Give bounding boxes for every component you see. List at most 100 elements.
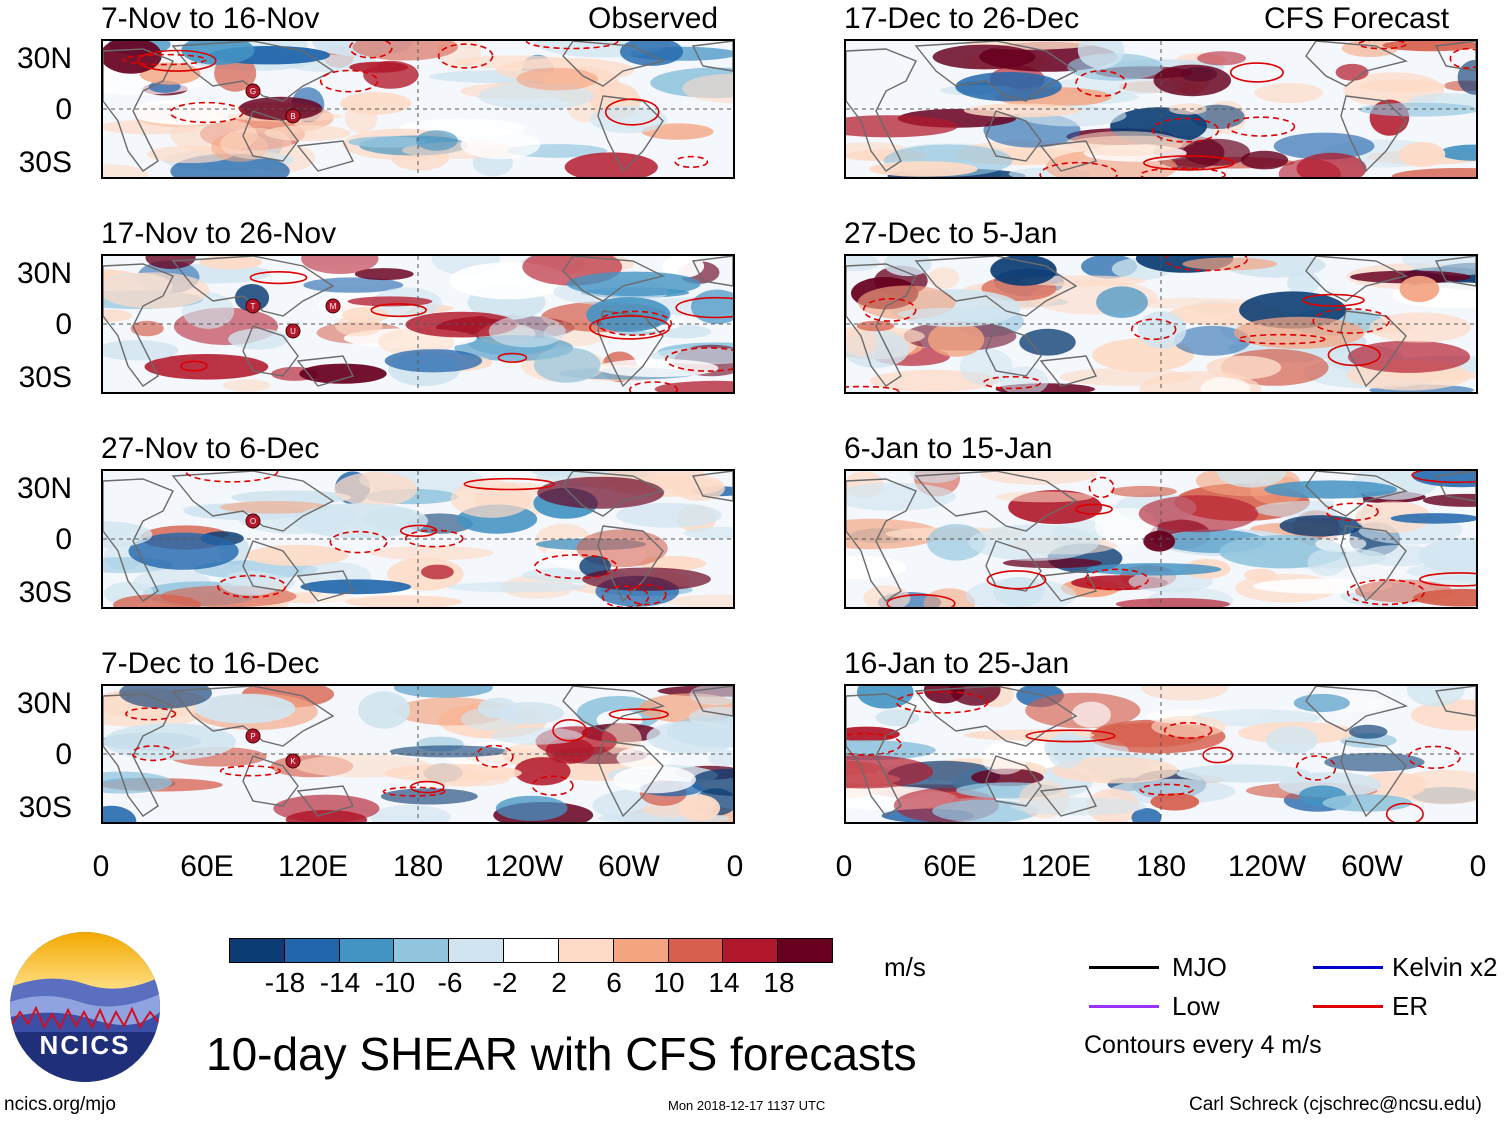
er-contour <box>665 347 733 372</box>
shear-blob <box>1340 733 1397 748</box>
shear-blob <box>582 567 711 591</box>
shear-blob <box>1254 82 1324 104</box>
er-contour <box>1130 318 1177 341</box>
shear-blob <box>682 73 733 104</box>
er-contour <box>1325 502 1379 522</box>
er-contour <box>596 310 673 337</box>
er-contour <box>180 360 208 372</box>
er-contour <box>437 43 494 69</box>
shear-blob <box>666 594 733 607</box>
shear-blob <box>1406 686 1465 707</box>
shear-blob <box>1369 312 1472 343</box>
x-label: 120W <box>484 850 564 883</box>
legend-line-low <box>1089 1005 1159 1008</box>
x-label: 120E <box>1020 850 1092 883</box>
tropical-storm-marker <box>245 728 261 744</box>
shear-blob <box>616 746 673 770</box>
er-contour <box>1227 116 1296 137</box>
storm-label: G <box>250 87 256 96</box>
shear-blob <box>1335 63 1369 81</box>
shear-blob <box>615 502 722 528</box>
shear-blob <box>1200 376 1251 392</box>
shear-blob <box>222 379 272 392</box>
shear-blob <box>959 348 1013 386</box>
coastline <box>691 41 733 72</box>
x-label: 60W <box>1341 850 1403 883</box>
colorbar <box>229 938 833 963</box>
legend-line-mjo <box>1089 966 1159 969</box>
coastline <box>296 140 355 172</box>
colorbar-tick: -2 <box>492 967 518 998</box>
er-contour <box>219 765 281 777</box>
shear-blob <box>1391 168 1476 177</box>
coastline <box>914 686 1078 747</box>
er-contour <box>497 352 528 363</box>
y-label-30n: 30N <box>16 257 72 290</box>
er-contour <box>370 303 427 318</box>
er-contour <box>409 780 445 794</box>
shear-blob <box>1324 752 1425 772</box>
er-contour <box>552 718 588 742</box>
y-label-30s: 30S <box>18 361 72 394</box>
coastline <box>1340 740 1407 818</box>
er-contour <box>463 477 555 491</box>
x-label: 0 <box>92 850 110 883</box>
er-contour <box>137 49 217 72</box>
shear-blob <box>1347 340 1471 373</box>
shear-blob <box>334 472 418 507</box>
shear-blob <box>495 795 568 821</box>
shear-blob <box>130 320 164 337</box>
shear-blob <box>103 340 179 361</box>
ncics-logo: NCICS <box>10 932 160 1082</box>
er-contour <box>986 570 1047 590</box>
shear-blob <box>1096 286 1148 318</box>
colorbar-swatch <box>449 939 505 962</box>
coastline <box>171 41 335 102</box>
x-label: 180 <box>392 850 444 883</box>
shear-blob <box>1390 513 1476 524</box>
shear-blob <box>678 794 721 821</box>
er-contour <box>1312 308 1390 334</box>
coastline <box>171 686 335 747</box>
shear-blob <box>139 62 201 85</box>
main-title: 10-day SHEAR with CFS forecasts <box>206 1028 917 1080</box>
x-label: 60W <box>598 850 660 883</box>
er-contour <box>1075 503 1113 515</box>
storm-label: P <box>250 732 255 741</box>
shear-blob <box>1110 485 1177 498</box>
coastline <box>296 570 355 602</box>
shear-blob <box>537 476 664 509</box>
shear-blob <box>460 130 541 160</box>
shear-blob <box>1051 757 1178 784</box>
shear-blob <box>1173 325 1251 356</box>
er-contour <box>846 732 902 756</box>
shear-blob <box>1138 495 1259 533</box>
legend-label-mjo: MJO <box>1172 952 1227 982</box>
y-label-30n: 30N <box>16 42 72 75</box>
shear-blob <box>1197 51 1246 66</box>
er-contour <box>1142 155 1235 171</box>
shear-blob <box>128 532 239 570</box>
y-label-0: 0 <box>55 523 72 556</box>
shear-blob <box>1399 275 1440 303</box>
shear-blob <box>927 524 986 561</box>
shear-blob <box>383 763 522 783</box>
coastline <box>171 471 335 532</box>
colorbar-swatch <box>558 939 614 962</box>
storm-label: K <box>290 757 296 766</box>
y-label-30s: 30S <box>18 791 72 824</box>
colorbar-tick: 2 <box>551 967 567 998</box>
shear-blob <box>1153 64 1232 97</box>
shear-blob <box>1439 144 1476 161</box>
er-contour <box>249 271 308 285</box>
tropical-storm-marker <box>245 513 261 529</box>
y-label-30s: 30S <box>18 146 72 179</box>
shear-blob <box>1151 715 1227 738</box>
tropical-storm-marker <box>325 298 341 314</box>
coastline <box>985 325 1042 377</box>
shear-blob <box>923 588 976 607</box>
tropical-storm-marker <box>245 298 261 314</box>
shear-blob <box>1350 270 1471 284</box>
legend-label-er: ER <box>1392 991 1429 1021</box>
coastline <box>296 785 355 817</box>
